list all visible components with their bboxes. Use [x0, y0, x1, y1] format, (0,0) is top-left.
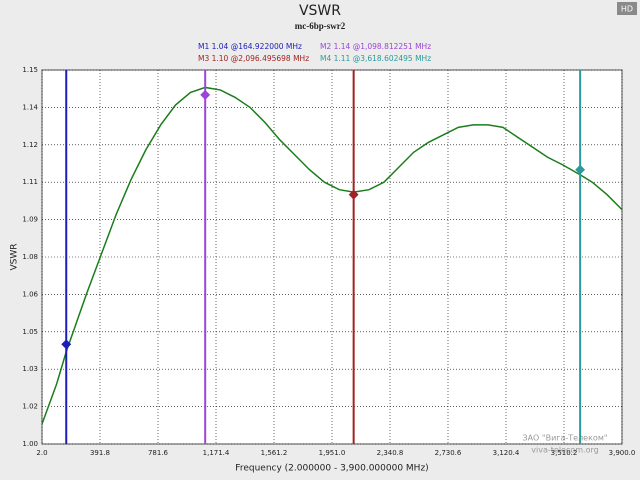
badge-box: [617, 2, 637, 15]
y-tick-label: 1.08: [22, 253, 38, 261]
marker-point: [348, 189, 359, 200]
y-tick-label: 1.12: [22, 141, 38, 149]
x-tick-label: 1,951.0: [319, 449, 346, 457]
y-tick-label: 1.02: [22, 403, 38, 411]
marker-label: M2 1.14 @1,098.812251 MHz: [320, 42, 431, 51]
x-tick-label: 2,340.8: [377, 449, 404, 457]
y-axis-label: VSWR: [10, 243, 20, 270]
chart-title: VSWR: [299, 3, 341, 19]
x-tick-label: 2,730.6: [435, 449, 462, 457]
x-tick-label: 781.6: [148, 449, 169, 457]
x-tick-label: 3,900.0: [609, 449, 636, 457]
x-tick-label: 1,171.4: [203, 449, 230, 457]
x-tick-label: 1,561.2: [261, 449, 288, 457]
vswr-line: [41, 86, 623, 425]
y-tick-label: 1.11: [22, 178, 38, 186]
chart-subtitle: mc-6bp-swr2: [295, 21, 346, 31]
y-tick-label: 1.05: [22, 328, 38, 336]
x-tick-label: 2.0: [36, 449, 47, 457]
y-tick-label: 1.15: [22, 66, 38, 74]
y-tick-label: 1.00: [22, 440, 38, 448]
x-tick-label: 391.8: [90, 449, 110, 457]
watermark: viva-telecom.org: [531, 446, 598, 455]
y-tick-label: 1.03: [22, 365, 38, 373]
marker-label: M1 1.04 @164.922000 MHz: [198, 42, 302, 51]
watermark: ЗАО "Вига-Телеком": [522, 434, 607, 443]
badge: HD: [621, 5, 633, 14]
x-axis-label: Frequency (2.000000 - 3,900.000000 MHz): [235, 464, 428, 474]
marker-point: [575, 164, 586, 175]
x-tick-label: 3,510.2: [551, 449, 578, 457]
y-tick-label: 1.14: [22, 103, 38, 111]
x-tick-label: 3,120.4: [493, 449, 520, 457]
marker-point: [200, 89, 211, 100]
marker-label: M3 1.10 @2,096.495698 MHz: [198, 54, 309, 63]
marker-label: M4 1.11 @3,618.602495 MHz: [320, 54, 431, 63]
y-tick-label: 1.06: [22, 290, 38, 298]
y-tick-label: 1.09: [22, 216, 38, 224]
